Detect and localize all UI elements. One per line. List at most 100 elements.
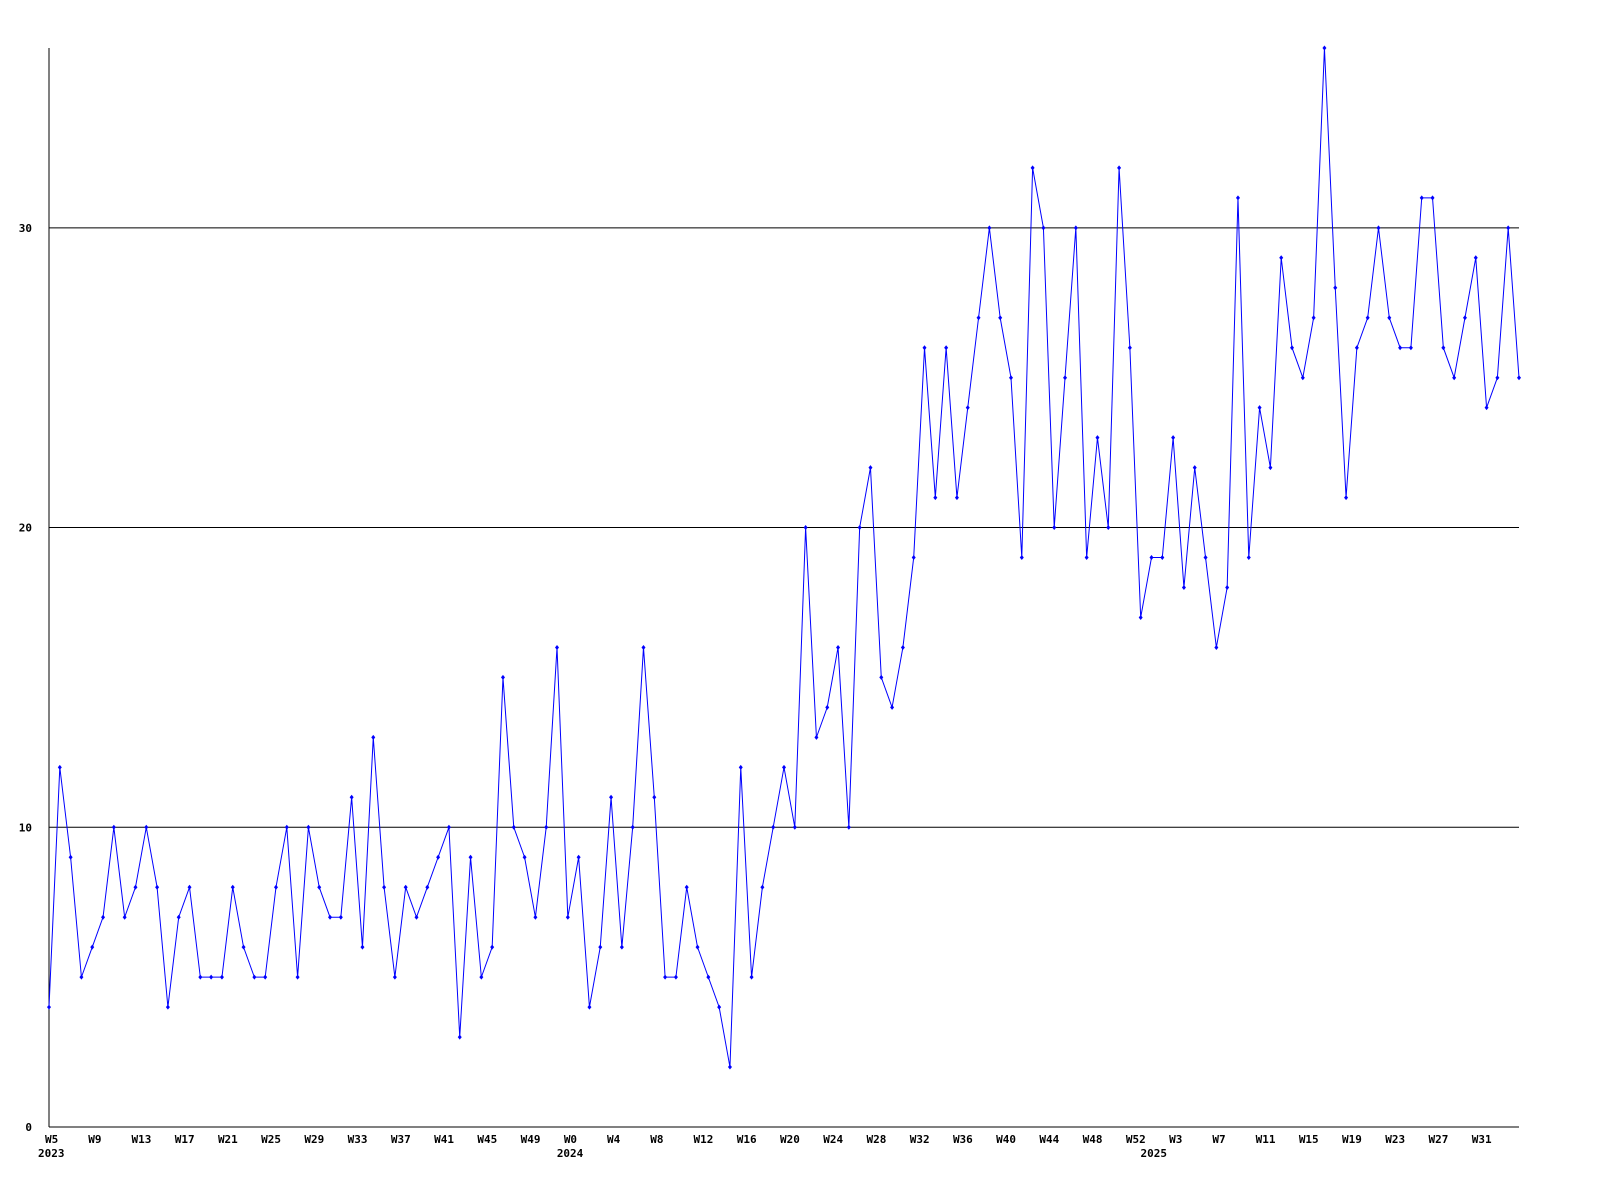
- data-point: [663, 974, 668, 980]
- data-point: [1462, 315, 1467, 321]
- data-point: [230, 884, 235, 890]
- data-point: [727, 1064, 732, 1070]
- x-tick-label: W23: [1385, 1133, 1405, 1146]
- data-point: [209, 974, 214, 980]
- data-point: [90, 944, 95, 950]
- data-point: [392, 974, 397, 980]
- data-point: [846, 824, 851, 830]
- data-point: [1030, 165, 1035, 171]
- x-tick-label: W41: [434, 1133, 454, 1146]
- data-point: [1084, 555, 1089, 561]
- data-point: [79, 974, 84, 980]
- data-point: [349, 794, 354, 800]
- x-tick-label: W17: [175, 1133, 195, 1146]
- data-point: [1311, 315, 1316, 321]
- data-point: [1171, 435, 1176, 441]
- data-point: [176, 914, 181, 920]
- data-point: [1117, 165, 1122, 171]
- data-point: [1506, 225, 1511, 231]
- data-point: [576, 854, 581, 860]
- data-point: [1138, 614, 1143, 620]
- data-point: [544, 824, 549, 830]
- data-point: [241, 944, 246, 950]
- data-point: [446, 824, 451, 830]
- x-tick-label: W52: [1126, 1133, 1146, 1146]
- data-point: [684, 884, 689, 890]
- data-point: [857, 525, 862, 531]
- data-point: [457, 1034, 462, 1040]
- data-point: [976, 315, 981, 321]
- data-point: [133, 884, 138, 890]
- data-point: [1387, 315, 1392, 321]
- data-point: [695, 944, 700, 950]
- x-tick-label: W45: [477, 1133, 497, 1146]
- x-tick-label: W16: [737, 1133, 757, 1146]
- data-point: [338, 914, 343, 920]
- data-line: [48, 47, 1520, 1068]
- data-point: [284, 824, 289, 830]
- data-point: [47, 1004, 51, 1010]
- x-group-label: 2024: [557, 1147, 584, 1160]
- data-point: [68, 854, 73, 860]
- data-point: [760, 884, 765, 890]
- data-point: [122, 914, 127, 920]
- data-point: [1246, 555, 1251, 561]
- x-tick-label: W31: [1472, 1133, 1492, 1146]
- data-point: [868, 465, 873, 471]
- data-point: [1279, 255, 1284, 261]
- data-point: [598, 944, 603, 950]
- data-point: [252, 974, 257, 980]
- data-point: [101, 914, 106, 920]
- y-tick-label: 10: [19, 821, 32, 834]
- data-point: [771, 824, 776, 830]
- data-point: [652, 794, 657, 800]
- data-point: [295, 974, 300, 980]
- data-point: [1354, 345, 1359, 351]
- data-point: [782, 764, 786, 770]
- data-point: [382, 884, 387, 890]
- x-tick-label: W44: [1039, 1133, 1059, 1146]
- data-point: [1268, 465, 1273, 471]
- data-point: [1214, 644, 1219, 650]
- data-point: [1300, 375, 1305, 381]
- data-point: [1408, 345, 1413, 351]
- data-point: [500, 674, 505, 680]
- data-point: [1344, 495, 1349, 501]
- data-point: [879, 674, 884, 680]
- data-point: [490, 944, 495, 950]
- data-point: [425, 884, 430, 890]
- data-point: [111, 824, 116, 830]
- data-point: [1095, 435, 1100, 441]
- data-point: [1257, 405, 1262, 411]
- data-point: [1365, 315, 1370, 321]
- data-point: [468, 854, 473, 860]
- x-tick-label: W20: [780, 1133, 800, 1146]
- x-tick-label: W0: [564, 1133, 577, 1146]
- data-point: [792, 824, 797, 830]
- data-point: [825, 704, 830, 710]
- data-point: [1441, 345, 1446, 351]
- x-tick-label: W21: [218, 1133, 238, 1146]
- x-tick-label: W8: [650, 1133, 663, 1146]
- x-tick-label: W9: [88, 1133, 101, 1146]
- x-tick-label: W49: [521, 1133, 541, 1146]
- data-point: [565, 914, 570, 920]
- data-point: [1430, 195, 1435, 201]
- data-point: [803, 525, 808, 531]
- data-point: [738, 764, 743, 770]
- data-point: [1452, 375, 1457, 381]
- x-tick-label: W36: [953, 1133, 973, 1146]
- data-point: [479, 974, 484, 980]
- x-tick-label: W7: [1212, 1133, 1225, 1146]
- data-point: [954, 495, 959, 501]
- data-point: [1073, 225, 1078, 231]
- data-point: [306, 824, 311, 830]
- y-tick-label: 30: [19, 222, 32, 235]
- data-point: [1225, 585, 1230, 590]
- data-point: [187, 884, 192, 890]
- data-point: [1041, 225, 1046, 231]
- data-point: [900, 644, 905, 650]
- data-point: [587, 1004, 592, 1010]
- x-tick-label: W40: [996, 1133, 1016, 1146]
- x-tick-label: W28: [866, 1133, 886, 1146]
